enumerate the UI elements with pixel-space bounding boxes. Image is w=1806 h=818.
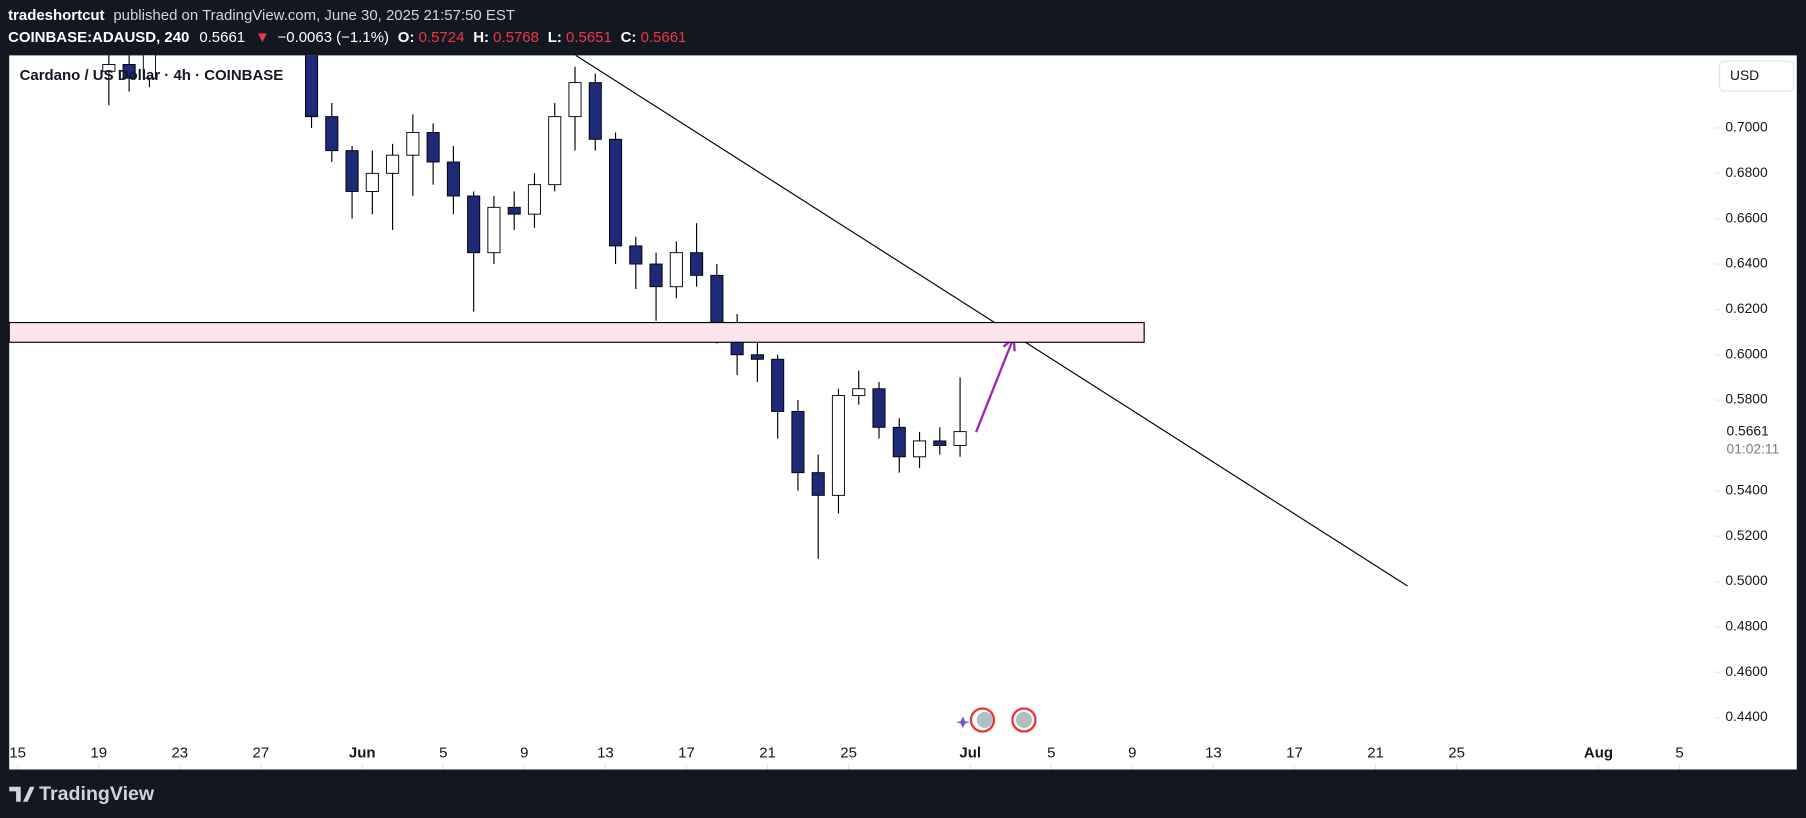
x-tick-label: 17 (1286, 744, 1303, 761)
change-arrow: ▼ (255, 29, 270, 46)
candle-body (325, 116, 339, 152)
x-tick-label: 23 (171, 744, 188, 761)
candle-body (122, 64, 136, 79)
candle-body (345, 150, 359, 192)
x-tick-label: 15 (9, 744, 26, 761)
last: 0.5661 (199, 29, 245, 46)
low-label: L: (548, 29, 562, 46)
candle-body (102, 64, 116, 72)
x-tick-label: 5 (1675, 744, 1683, 761)
y-tick-label: 0.7000 (1725, 119, 1768, 135)
y-tick-label: 0.6600 (1725, 209, 1768, 225)
candle-body (811, 472, 825, 496)
candle-body (507, 206, 521, 215)
candle-body (669, 252, 683, 288)
change: −0.0063 (−1.1%) (278, 29, 390, 46)
open: 0.5724 (419, 29, 465, 46)
candle-body (791, 410, 805, 474)
header-line: tradeshortcut published on TradingView.c… (8, 7, 515, 24)
y-tick-label: 0.5800 (1725, 391, 1768, 407)
y-tick-label: 0.4400 (1725, 708, 1768, 724)
x-tick-label: Aug (1584, 744, 1613, 761)
candle-body (527, 184, 542, 215)
y-tick-label: 0.6200 (1725, 300, 1768, 316)
candle-body (750, 354, 764, 360)
y-tick-label: 0.5000 (1725, 572, 1768, 588)
candle-body (872, 388, 886, 428)
x-tick-label: 13 (1205, 744, 1222, 761)
x-tick-label: 27 (253, 744, 270, 761)
last-price: 0.5661 (1727, 422, 1769, 438)
event-icons (955, 707, 1037, 733)
chart-area (9, 55, 1797, 770)
candle-body (548, 116, 562, 186)
x-tick-label: Jun (349, 744, 376, 761)
x-tick-label: 5 (439, 744, 447, 761)
x-tick-label: 21 (759, 744, 776, 761)
brand: TradingView (39, 783, 155, 805)
logo: TradingView (9, 783, 155, 805)
trendline (575, 55, 1408, 587)
candle-body (892, 426, 906, 458)
candle-body (852, 388, 866, 397)
candle-body (304, 55, 319, 118)
plot (102, 55, 1408, 587)
high-label: H: (473, 29, 489, 46)
candle-body (365, 172, 379, 192)
candle-body (771, 358, 785, 412)
y-tick-label: 0.4800 (1725, 618, 1768, 634)
close: 0.5661 (641, 29, 687, 46)
x-tick-label: 17 (678, 744, 695, 761)
low: 0.5651 (566, 29, 612, 46)
y-tick-label: 0.5400 (1725, 481, 1768, 497)
currency-button[interactable] (1719, 60, 1794, 92)
x-tick-label: 25 (1448, 744, 1465, 761)
candle-body (953, 431, 967, 446)
y-tick-label: 0.6000 (1725, 345, 1768, 361)
x-tick-label: 13 (597, 744, 614, 761)
x-tick-label: 25 (840, 744, 857, 761)
open-label: O: (398, 29, 415, 46)
candle-body (933, 440, 947, 446)
zone (8, 321, 1145, 343)
candle-body (142, 55, 156, 79)
x-tick-label: 5 (1047, 744, 1055, 761)
candle-body (608, 138, 623, 247)
x-tick-label: 21 (1367, 744, 1384, 761)
candle-body (406, 132, 420, 156)
y-tick-label: 0.4600 (1725, 663, 1768, 679)
chart-title: Cardano / US Dollar · 4h · COINBASE (20, 67, 284, 84)
x-tick-label: 9 (520, 744, 528, 761)
candle-body (426, 132, 440, 163)
y-tick-label: 0.5200 (1725, 527, 1768, 543)
currency[interactable]: USD (1730, 67, 1759, 83)
candle-body (629, 245, 643, 265)
candle-body (568, 82, 582, 118)
high: 0.5768 (493, 29, 539, 46)
symbol: COINBASE:ADAUSD, 240 (8, 29, 189, 46)
published: published on TradingView.com, June 30, 2… (113, 7, 515, 24)
candle-body (912, 440, 927, 458)
x-tick-label: Jul (959, 744, 981, 761)
candle-body (487, 206, 501, 254)
y-tick-label: 0.6400 (1725, 255, 1768, 271)
candle-body (690, 252, 704, 276)
candle-body (649, 263, 663, 288)
author: tradeshortcut (8, 7, 104, 24)
x-tick-label: 19 (90, 744, 107, 761)
candle-body (588, 82, 602, 140)
candle-body (710, 274, 724, 328)
candle-body (446, 161, 460, 197)
candle-body (831, 395, 846, 496)
y-tick-label: 0.6800 (1725, 164, 1768, 180)
countdown: 01:02:11 (1727, 441, 1780, 457)
close-label: C: (621, 29, 637, 46)
candle-body (467, 195, 481, 254)
candle-body (386, 154, 400, 174)
symbol-line: COINBASE:ADAUSD, 240 0.5661 ▼ −0.0063 (−… (8, 29, 686, 46)
x-tick-label: 9 (1128, 744, 1136, 761)
